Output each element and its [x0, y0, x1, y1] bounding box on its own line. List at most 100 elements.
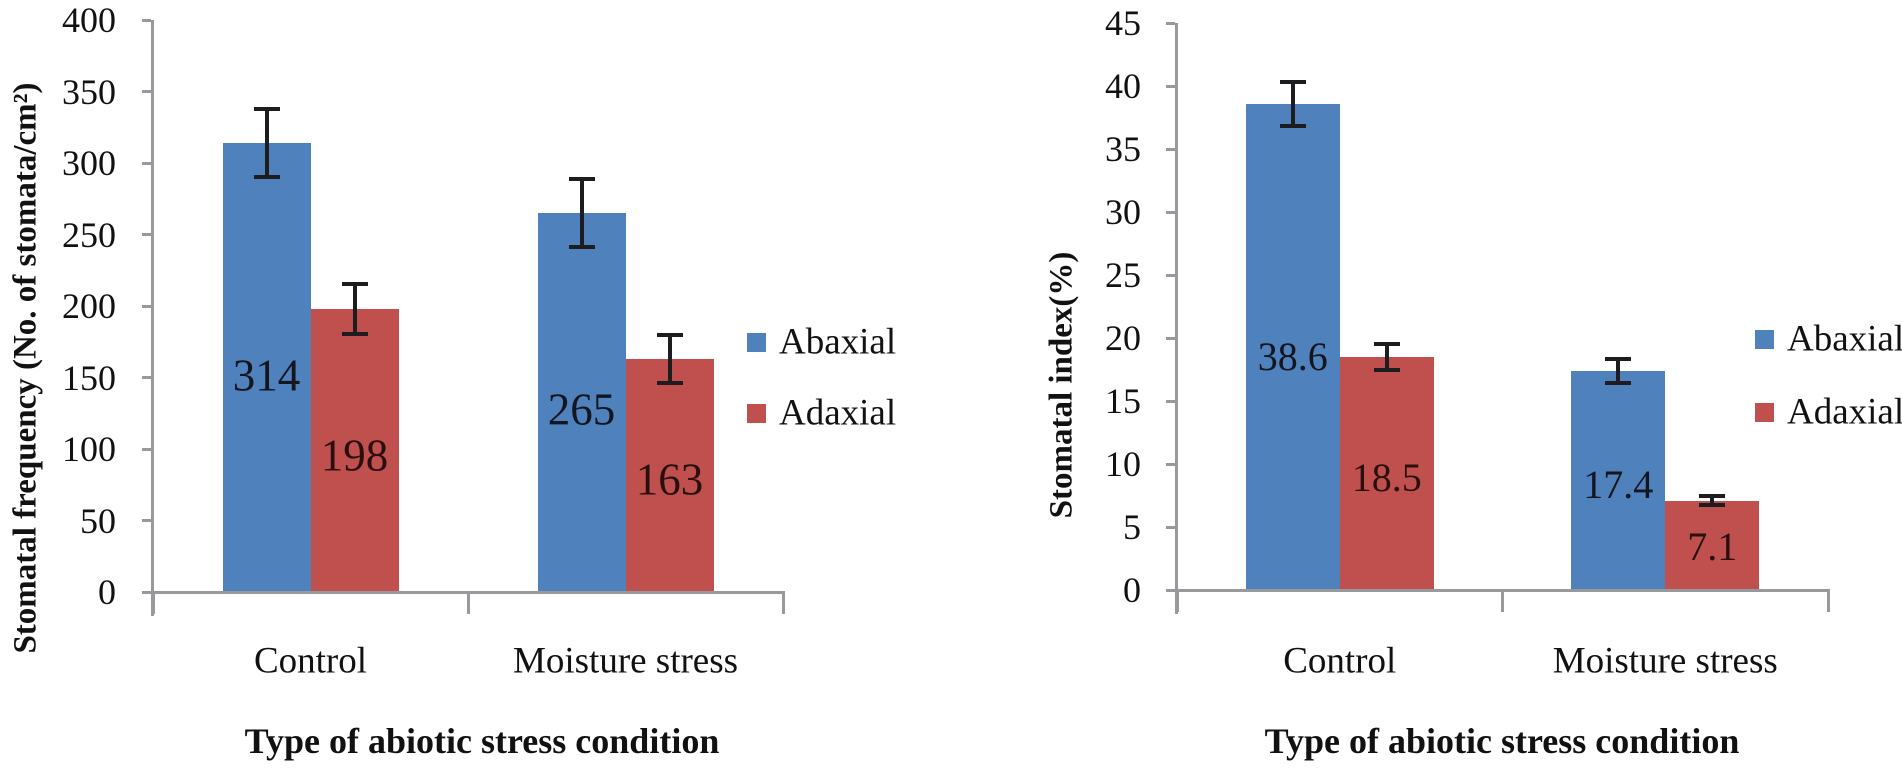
legend-label-adaxial: Adaxial — [779, 392, 897, 434]
x-axis-tick — [151, 592, 155, 614]
data-label-abaxial-moisture-stress: 265 — [547, 384, 616, 435]
y-tick-mark — [1166, 462, 1175, 466]
bar-adaxial-moisture-stress — [1665, 500, 1760, 590]
y-tick-label-30: 30 — [1105, 192, 1141, 232]
error-bar-cap-top — [1373, 341, 1400, 346]
y-tick-mark — [1166, 588, 1175, 592]
y-tick-label-45: 45 — [1105, 3, 1141, 43]
error-bar-abaxial-control — [1279, 79, 1306, 128]
error-bar-cap-bottom — [1279, 123, 1306, 128]
bar-abaxial-moisture-stress — [1571, 370, 1666, 590]
legend-label-adaxial: Adaxial — [1787, 391, 1902, 433]
y-tick-label-400: 400 — [62, 0, 116, 40]
error-bar-adaxial-control — [341, 281, 368, 337]
data-label-abaxial-moisture-stress: 17.4 — [1583, 461, 1654, 507]
y-tick-label-100: 100 — [62, 429, 116, 469]
y-axis-line — [1175, 23, 1178, 614]
legend-swatch-adaxial — [1755, 403, 1774, 422]
y-tick-mark — [1166, 336, 1175, 340]
y-tick-label-35: 35 — [1105, 129, 1141, 169]
error-bar-cap-bottom — [253, 174, 280, 179]
error-bar-stem — [264, 107, 269, 179]
y-tick-label-10: 10 — [1105, 444, 1141, 484]
error-bar-adaxial-moisture-stress — [656, 333, 683, 385]
error-bar-cap-bottom — [1373, 368, 1400, 372]
data-label-adaxial-control: 198 — [320, 430, 389, 481]
bar-abaxial-control — [222, 142, 311, 592]
error-bar-stem — [579, 177, 584, 249]
error-bar-stem — [1384, 341, 1389, 372]
bar-abaxial-moisture-stress — [537, 213, 626, 592]
y-tick-mark — [142, 18, 151, 22]
bar-adaxial-control — [310, 308, 399, 592]
y-tick-mark — [142, 519, 151, 522]
y-tick-mark — [1166, 210, 1175, 214]
x-axis-tick — [1501, 590, 1504, 612]
error-bar-stem — [667, 333, 672, 385]
error-bar-cap-top — [1279, 79, 1306, 84]
y-tick-mark — [142, 590, 151, 594]
y-tick-label-25: 25 — [1105, 255, 1141, 295]
x-axis-tick — [466, 592, 470, 614]
error-bar-cap-top — [1605, 356, 1632, 361]
x-axis-tick — [1826, 590, 1830, 612]
category-label-moisture-stress: Moisture stress — [1552, 640, 1778, 682]
error-bar-adaxial-control — [1373, 341, 1400, 372]
x-axis-tick — [1175, 590, 1179, 612]
x-axis-title-right: Type of abiotic stress condition — [1264, 721, 1740, 761]
y-tick-mark — [1166, 399, 1175, 403]
error-bar-stem — [352, 281, 357, 337]
y-tick-mark — [142, 90, 151, 93]
legend-label-abaxial: Abaxial — [1787, 318, 1902, 360]
bar-adaxial-moisture-stress — [625, 358, 714, 592]
y-tick-mark — [1166, 273, 1175, 277]
legend-label-abaxial: Abaxial — [779, 321, 897, 363]
error-bar-cap-bottom — [1605, 380, 1632, 385]
error-bar-cap-bottom — [568, 244, 595, 249]
y-tick-label-40: 40 — [1105, 66, 1141, 106]
y-tick-label-50: 50 — [80, 500, 116, 541]
error-bar-adaxial-moisture-stress — [1699, 494, 1726, 507]
legend-swatch-adaxial — [747, 404, 766, 423]
y-tick-label-15: 15 — [1105, 381, 1141, 421]
y-tick-label-200: 200 — [62, 286, 116, 326]
error-bar-cap-top — [341, 281, 368, 286]
data-label-abaxial-control: 38.6 — [1257, 333, 1328, 379]
bar-abaxial-control — [1245, 103, 1340, 590]
error-bar-stem — [1710, 494, 1715, 507]
y-tick-mark — [1166, 525, 1175, 529]
data-label-abaxial-control: 314 — [232, 350, 301, 401]
category-label-control: Control — [253, 640, 368, 682]
y-tick-label-0: 0 — [1123, 570, 1141, 610]
category-label-control: Control — [1283, 640, 1397, 682]
error-bar-cap-top — [253, 107, 280, 112]
y-tick-mark — [1166, 84, 1175, 88]
error-bar-abaxial-moisture-stress — [1605, 356, 1632, 385]
y-tick-label-300: 300 — [62, 143, 116, 183]
error-bar-cap-top — [568, 177, 595, 182]
error-bar-stem — [1616, 356, 1621, 385]
error-bar-abaxial-control — [253, 107, 280, 179]
category-label-moisture-stress: Moisture stress — [512, 640, 739, 682]
data-label-adaxial-moisture-stress: 7.1 — [1687, 524, 1738, 570]
y-axis-line — [151, 20, 154, 616]
y-tick-label-20: 20 — [1105, 318, 1141, 358]
error-bar-cap-top — [656, 333, 683, 338]
y-tick-mark — [142, 233, 151, 236]
x-axis-title-left: Type of abiotic stress condition — [244, 721, 720, 761]
y-tick-label-350: 350 — [62, 71, 116, 112]
error-bar-cap-bottom — [1699, 502, 1726, 507]
y-tick-label-250: 250 — [62, 214, 116, 255]
y-tick-label-0: 0 — [98, 572, 116, 612]
error-bar-cap-bottom — [341, 332, 368, 337]
x-axis-tick — [781, 592, 785, 614]
error-bar-stem — [1290, 79, 1295, 128]
y-tick-mark — [142, 376, 151, 379]
data-label-adaxial-moisture-stress: 163 — [635, 454, 704, 505]
legend-swatch-abaxial — [747, 333, 766, 352]
legend-swatch-abaxial — [1755, 330, 1774, 349]
y-tick-mark — [142, 304, 151, 308]
y-tick-mark — [142, 161, 151, 165]
